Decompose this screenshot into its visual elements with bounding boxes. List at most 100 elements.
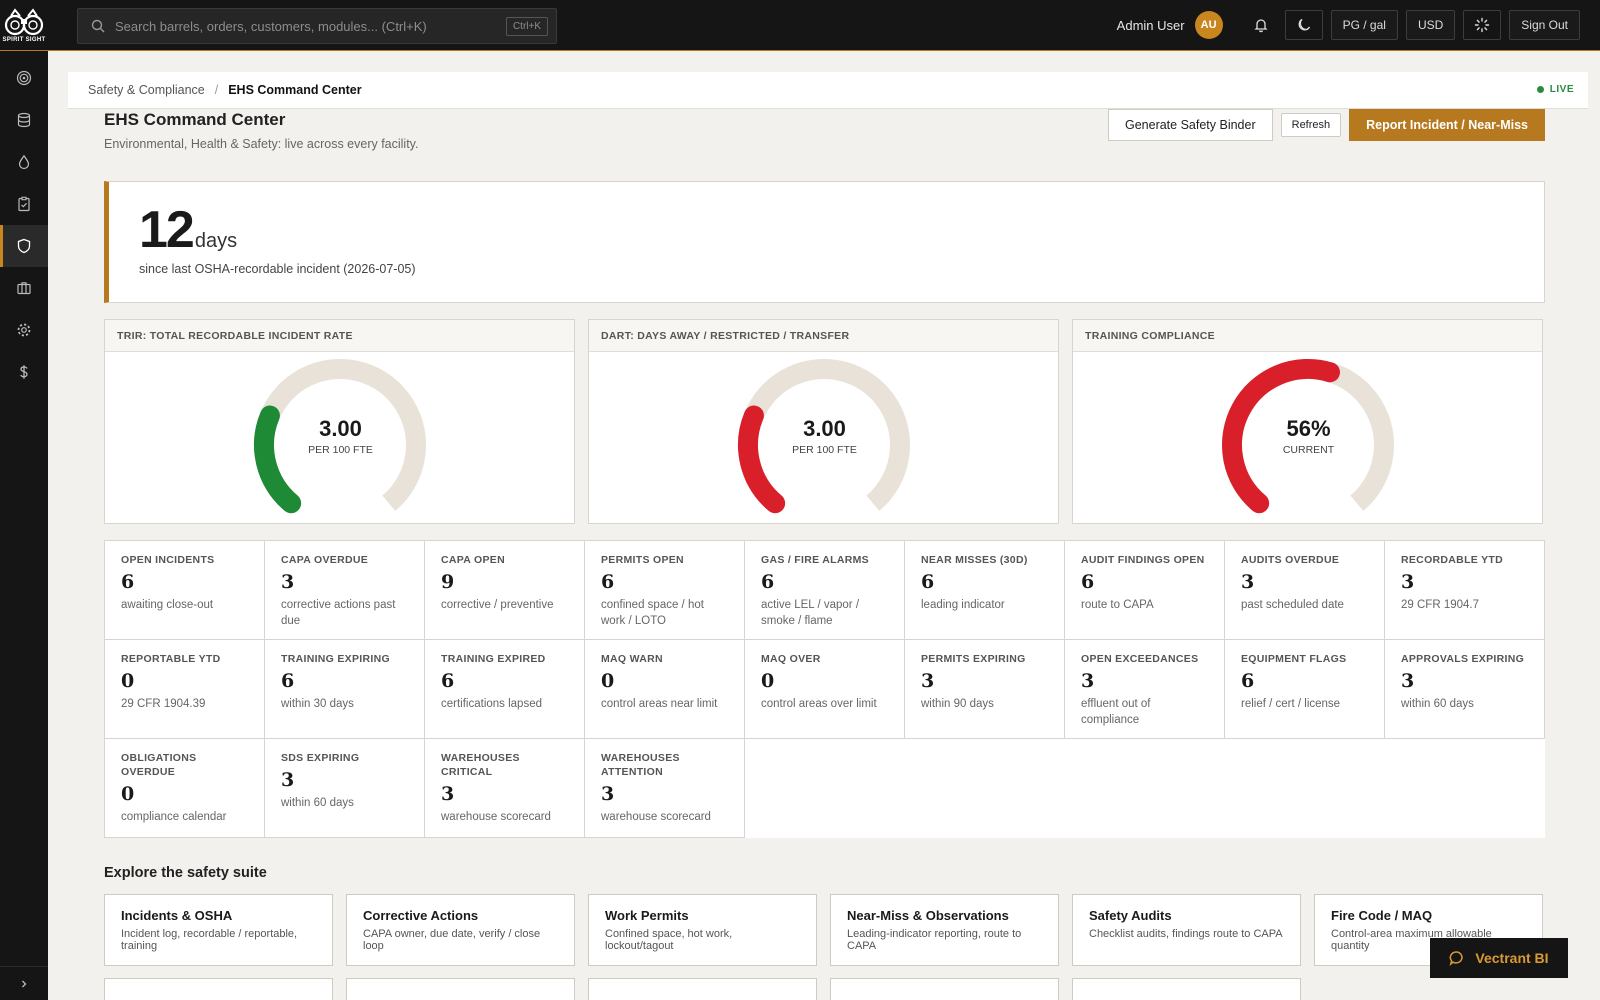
metric-label: MAQ OVER bbox=[761, 653, 821, 665]
metric-subtitle: within 90 days bbox=[921, 698, 994, 710]
metric-tile[interactable]: TRAINING EXPIRED 6 certifications lapsed bbox=[425, 640, 585, 739]
live-label: LIVE bbox=[1549, 84, 1574, 95]
gauge-value: 56% bbox=[1286, 416, 1331, 441]
explore-card[interactable] bbox=[1072, 978, 1301, 1000]
metric-tile[interactable]: GAS / FIRE ALARMS 6 active LEL / vapor / s… bbox=[745, 541, 905, 640]
metric-label: CAPA OVERDUE bbox=[281, 554, 369, 566]
metric-tile[interactable]: RECORDABLE YTD 3 29 CFR 1904.7 bbox=[1385, 541, 1545, 640]
gauge-title: DART: DAYS AWAY / RESTRICTED / TRANSFER bbox=[589, 320, 1058, 352]
explore-card-safety-audits[interactable]: Safety Audits Checklist audits, findings… bbox=[1072, 894, 1301, 966]
search-input[interactable]: Search barrels, orders, customers, modul… bbox=[115, 18, 427, 34]
live-dot-icon bbox=[1536, 86, 1544, 93]
explore-card[interactable] bbox=[588, 978, 817, 1000]
nav-item-production[interactable] bbox=[0, 141, 48, 183]
metric-tile[interactable]: PERMITS EXPIRING 3 within 90 days bbox=[905, 640, 1065, 739]
refresh-button[interactable]: Refresh bbox=[1280, 113, 1342, 137]
theme-toggle-button[interactable] bbox=[1284, 10, 1323, 40]
metric-label: AUDITS OVERDUE bbox=[1241, 554, 1340, 566]
page-title: EHS Command Center bbox=[104, 110, 286, 129]
breadcrumb-parent[interactable]: Safety & Compliance bbox=[88, 83, 205, 97]
metric-tile[interactable]: CAPA OVERDUE 3 corrective actions past due bbox=[265, 541, 425, 640]
page-subtitle: Environmental, Health & Safety: live acr… bbox=[104, 137, 419, 151]
metric-value: 9 bbox=[441, 571, 455, 593]
explore-card[interactable] bbox=[346, 978, 575, 1000]
metric-tile[interactable]: NEAR MISSES (30D) 6 leading indicator bbox=[905, 541, 1065, 640]
side-nav bbox=[0, 51, 48, 1000]
metric-subtitle: confined space / hot work / LOTO bbox=[601, 599, 704, 627]
nav-item-dashboard[interactable] bbox=[0, 57, 48, 99]
metric-label: WAREHOUSES CRITICAL bbox=[441, 752, 520, 778]
metric-value: 3 bbox=[1401, 670, 1415, 692]
metric-label: REPORTABLE YTD bbox=[121, 653, 221, 665]
metric-tile[interactable]: OBLIGATIONS OVERDUE 0 compliance calendar bbox=[105, 739, 265, 838]
sign-out-button[interactable]: Sign Out bbox=[1509, 10, 1580, 40]
metric-subtitle: within 60 days bbox=[1401, 698, 1474, 710]
explore-card[interactable] bbox=[104, 978, 333, 1000]
metric-subtitle: awaiting close-out bbox=[121, 599, 214, 611]
metric-label: APPROVALS EXPIRING bbox=[1401, 653, 1525, 665]
main-area: Safety & Compliance / EHS Command Center… bbox=[68, 72, 1588, 1000]
currency-toggle-button[interactable]: USD bbox=[1405, 10, 1456, 40]
metric-tile[interactable]: PERMITS OPEN 6 confined space / hot work /… bbox=[585, 541, 745, 640]
sync-status-button[interactable] bbox=[1463, 10, 1502, 40]
explore-card-near-miss[interactable]: Near-Miss & Observations Leading-indicat… bbox=[830, 894, 1059, 966]
metric-tile[interactable]: CAPA OPEN 9 corrective / preventive bbox=[425, 541, 585, 640]
brand-logo[interactable]: SPIRIT SIGHT bbox=[0, 0, 48, 50]
gauge-unit: PER 100 FTE bbox=[308, 444, 373, 456]
metric-tile[interactable]: WAREHOUSES CRITICAL 3 warehouse scorecard bbox=[425, 739, 585, 838]
explore-card-title: Safety Audits bbox=[1089, 908, 1172, 923]
metric-tile[interactable]: AUDITS OVERDUE 3 past scheduled date bbox=[1225, 541, 1385, 640]
metric-value: 3 bbox=[1241, 571, 1255, 593]
metric-tile[interactable]: EQUIPMENT FLAGS 6 relief / cert / license bbox=[1225, 640, 1385, 739]
metric-subtitle: active LEL / vapor / smoke / flame bbox=[761, 599, 860, 627]
explore-card-corrective-actions[interactable]: Corrective Actions CAPA owner, due date,… bbox=[346, 894, 575, 966]
metric-label: AUDIT FINDINGS OPEN bbox=[1081, 554, 1205, 566]
report-incident-button[interactable]: Report Incident / Near-Miss bbox=[1349, 109, 1545, 141]
nav-item-business[interactable] bbox=[0, 267, 48, 309]
chat-bubble-icon bbox=[1449, 951, 1464, 966]
explore-card-incidents[interactable]: Incidents & OSHA Incident log, recordabl… bbox=[104, 894, 333, 966]
metric-value: 6 bbox=[761, 571, 775, 593]
gauge-row: TRIR: TOTAL RECORDABLE INCIDENT RATE 3.0… bbox=[104, 319, 1545, 524]
notifications-button[interactable] bbox=[1245, 9, 1277, 41]
explore-card[interactable] bbox=[830, 978, 1059, 1000]
bell-icon bbox=[1254, 19, 1268, 33]
metric-tile[interactable]: REPORTABLE YTD 0 29 CFR 1904.39 bbox=[105, 640, 265, 739]
gauge-unit: CURRENT bbox=[1282, 444, 1335, 456]
nav-item-inventory[interactable] bbox=[0, 99, 48, 141]
metric-subtitle: 29 CFR 1904.7 bbox=[1401, 599, 1479, 611]
metric-tile[interactable]: TRAINING EXPIRING 6 within 30 days bbox=[265, 640, 425, 739]
explore-card-desc: Incident log, recordable / reportable, t… bbox=[121, 928, 298, 952]
breadcrumb-current: EHS Command Center bbox=[228, 83, 362, 97]
gauge-title: TRIR: TOTAL RECORDABLE INCIDENT RATE bbox=[105, 320, 574, 352]
dollar-icon bbox=[20, 365, 28, 379]
metric-tile[interactable]: OPEN EXCEEDANCES 3 effluent out of complia… bbox=[1065, 640, 1225, 739]
search-icon bbox=[91, 19, 105, 33]
metric-tile[interactable]: SDS EXPIRING 3 within 60 days bbox=[265, 739, 425, 838]
metric-subtitle: corrective actions past due bbox=[281, 599, 396, 627]
nav-item-settings[interactable] bbox=[0, 309, 48, 351]
generate-binder-button[interactable]: Generate Safety Binder bbox=[1107, 109, 1273, 141]
metric-value: 3 bbox=[281, 571, 295, 593]
explore-card-title: Fire Code / MAQ bbox=[1331, 908, 1433, 923]
metric-subtitle: control areas near limit bbox=[601, 698, 718, 710]
nav-item-compliance[interactable] bbox=[0, 183, 48, 225]
nav-expand-button[interactable] bbox=[0, 966, 48, 1000]
units-toggle-button[interactable]: PG / gal bbox=[1330, 10, 1398, 40]
vectrant-bi-button[interactable]: Vectrant BI bbox=[1430, 938, 1568, 978]
metric-subtitle: compliance calendar bbox=[121, 811, 227, 823]
metric-tile[interactable]: OPEN INCIDENTS 6 awaiting close-out bbox=[105, 541, 265, 640]
metric-tile[interactable]: APPROVALS EXPIRING 3 within 60 days bbox=[1385, 640, 1545, 739]
metric-tile[interactable]: MAQ WARN 0 control areas near limit bbox=[585, 640, 745, 739]
global-search[interactable]: Search barrels, orders, customers, modul… bbox=[77, 8, 557, 44]
avatar[interactable]: AU bbox=[1194, 11, 1223, 39]
metric-tile[interactable]: WAREHOUSES ATTENTION 3 warehouse scorecard bbox=[585, 739, 745, 838]
explore-card-work-permits[interactable]: Work Permits Confined space, hot work, l… bbox=[588, 894, 817, 966]
nav-item-finance[interactable] bbox=[0, 351, 48, 393]
metric-tile[interactable]: AUDIT FINDINGS OPEN 6 route to CAPA bbox=[1065, 541, 1225, 640]
logo-text: SPIRIT SIGHT bbox=[2, 36, 46, 43]
metric-tile[interactable]: MAQ OVER 0 control areas over limit bbox=[745, 640, 905, 739]
trir-gauge-card: TRIR: TOTAL RECORDABLE INCIDENT RATE 3.0… bbox=[104, 319, 575, 524]
droplet-icon bbox=[18, 154, 30, 170]
nav-item-safety[interactable] bbox=[0, 225, 48, 267]
